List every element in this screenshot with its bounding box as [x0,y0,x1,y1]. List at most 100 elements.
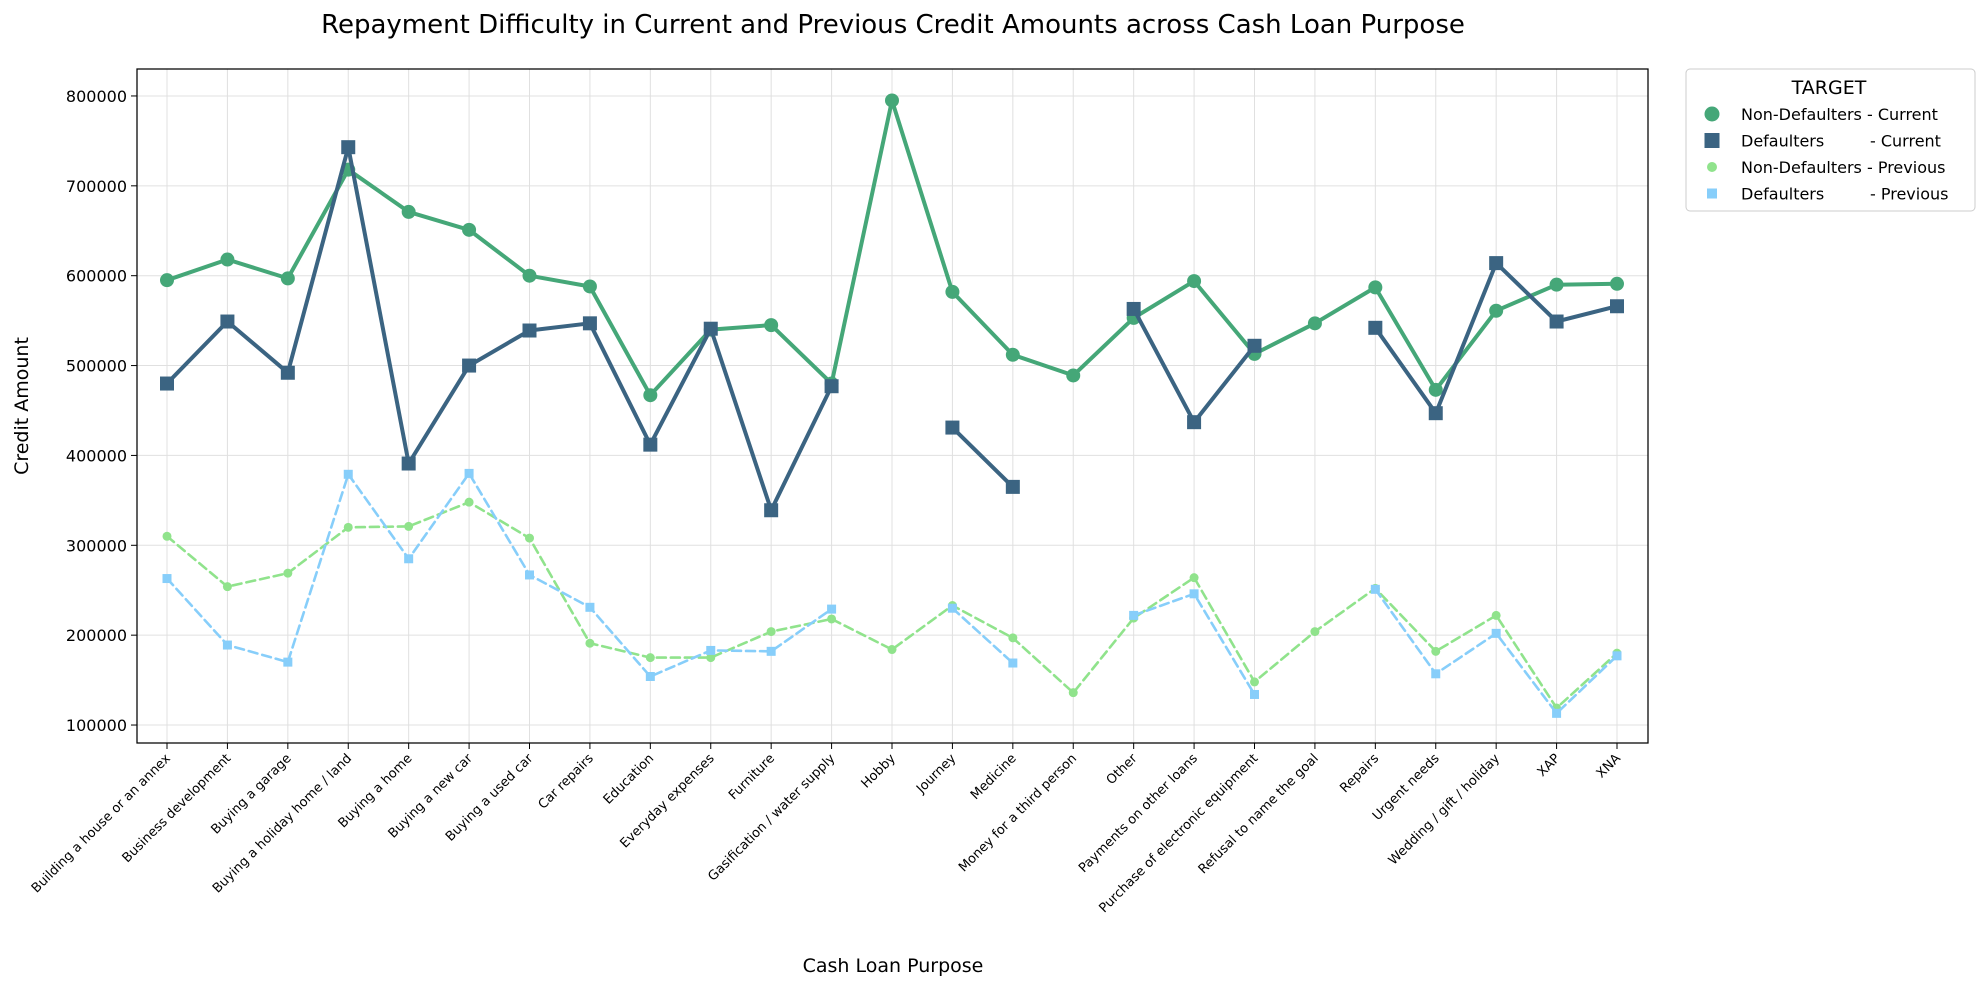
series-line [165,145,834,513]
data-point [464,497,474,507]
data-point [645,671,655,681]
data-point [824,379,839,394]
data-point [1310,627,1320,637]
data-point [703,321,718,336]
y-tick-label: 200000 [66,626,127,645]
y-tick-label: 600000 [66,267,127,286]
data-point [1187,415,1202,430]
data-point [1129,610,1139,620]
legend-item: Non-Defaulters - Previous [1707,158,1945,177]
data-point [222,582,232,592]
series-1 [160,93,1624,403]
data-point [1612,651,1622,661]
data-point [160,376,174,391]
data-point [1189,589,1199,599]
x-tick-label: Gasification / water supply [705,751,838,884]
data-point [585,602,595,612]
y-tick-label: 100000 [66,716,127,735]
data-point [706,653,716,663]
legend-title: TARGET [1791,77,1867,99]
series-line [165,472,833,678]
data-point [582,316,597,331]
y-tick-label: 500000 [66,357,127,376]
data-point [764,318,779,333]
chart-title: Repayment Difficulty in Current and Prev… [321,10,1465,40]
data-point [1189,573,1199,583]
data-point [827,604,837,614]
legend-marker [1707,188,1717,199]
x-tick-label: Education [601,751,657,807]
data-point [160,273,174,288]
data-point [462,358,477,373]
x-tick-label: Medicine [968,751,1020,803]
legend-item: Defaulters - Previous [1707,185,1948,204]
data-point [525,570,534,580]
data-point [280,271,295,286]
data-point [945,420,960,435]
data-point [1307,316,1322,331]
data-point [1489,303,1504,318]
data-point [1491,628,1501,638]
data-point [222,640,232,650]
legend-marker [1707,162,1717,172]
data-point [885,93,899,108]
y-tick-label: 400000 [66,446,127,465]
data-point [947,603,957,613]
data-point [343,469,353,479]
x-tick-label: Journey [913,751,959,797]
data-point [1549,277,1564,292]
data-point [280,365,295,380]
data-point [1066,368,1081,383]
legend-box [1685,68,1976,212]
data-point [766,646,776,656]
data-point [522,323,537,338]
data-point [1008,633,1018,643]
data-point [1005,479,1020,494]
data-point [1250,677,1259,687]
data-point [341,140,356,155]
data-point [522,268,537,283]
data-point [1005,347,1020,362]
legend-marker [1704,106,1720,122]
data-point [766,627,776,637]
x-tick-label: Other [1104,751,1141,788]
series-line [951,606,1015,665]
x-tick-label: XNA [1594,751,1624,781]
x-tick-label: Hobby [859,751,899,791]
data-point [404,521,414,531]
data-point [404,554,414,564]
series-line [950,425,1015,489]
grid [137,69,1648,743]
x-tick-label: Car repairs [536,751,597,812]
data-point [462,222,477,237]
data-point [1187,274,1202,289]
data-point [1068,688,1078,698]
data-point [643,437,658,452]
data-point [645,653,655,663]
legend-item: Non-Defaulters - Current [1704,105,1938,124]
legend: TARGET Non-Defaulters - Current Defaulter… [1685,68,1976,212]
data-point [1491,610,1501,620]
legend-label: Defaulters - Current [1741,132,1941,151]
data-point [1008,658,1018,668]
y-tick-label: 700000 [66,177,127,196]
data-point [1431,646,1441,656]
legend-label: Non-Defaulters - Previous [1741,158,1945,177]
x-tick-label: Business development [120,751,235,866]
data-point [401,204,416,219]
data-point [1368,280,1383,295]
data-point [1428,406,1443,421]
x-tick-label: Refusal to name the goal [1196,751,1322,877]
data-point [1247,338,1262,353]
legend-label: Non-Defaulters - Current [1741,105,1938,124]
data-point [643,388,658,403]
x-tick-label: Repairs [1337,751,1382,796]
x-tick-label: Money for a third person [956,751,1080,875]
data-point [1126,301,1141,316]
data-point [220,314,235,329]
y-tick-label: 300000 [66,536,127,555]
x-tick-label: Payments on other loans [1076,751,1201,876]
x-tick-label: XAP [1535,751,1564,780]
series-group [160,93,1624,718]
